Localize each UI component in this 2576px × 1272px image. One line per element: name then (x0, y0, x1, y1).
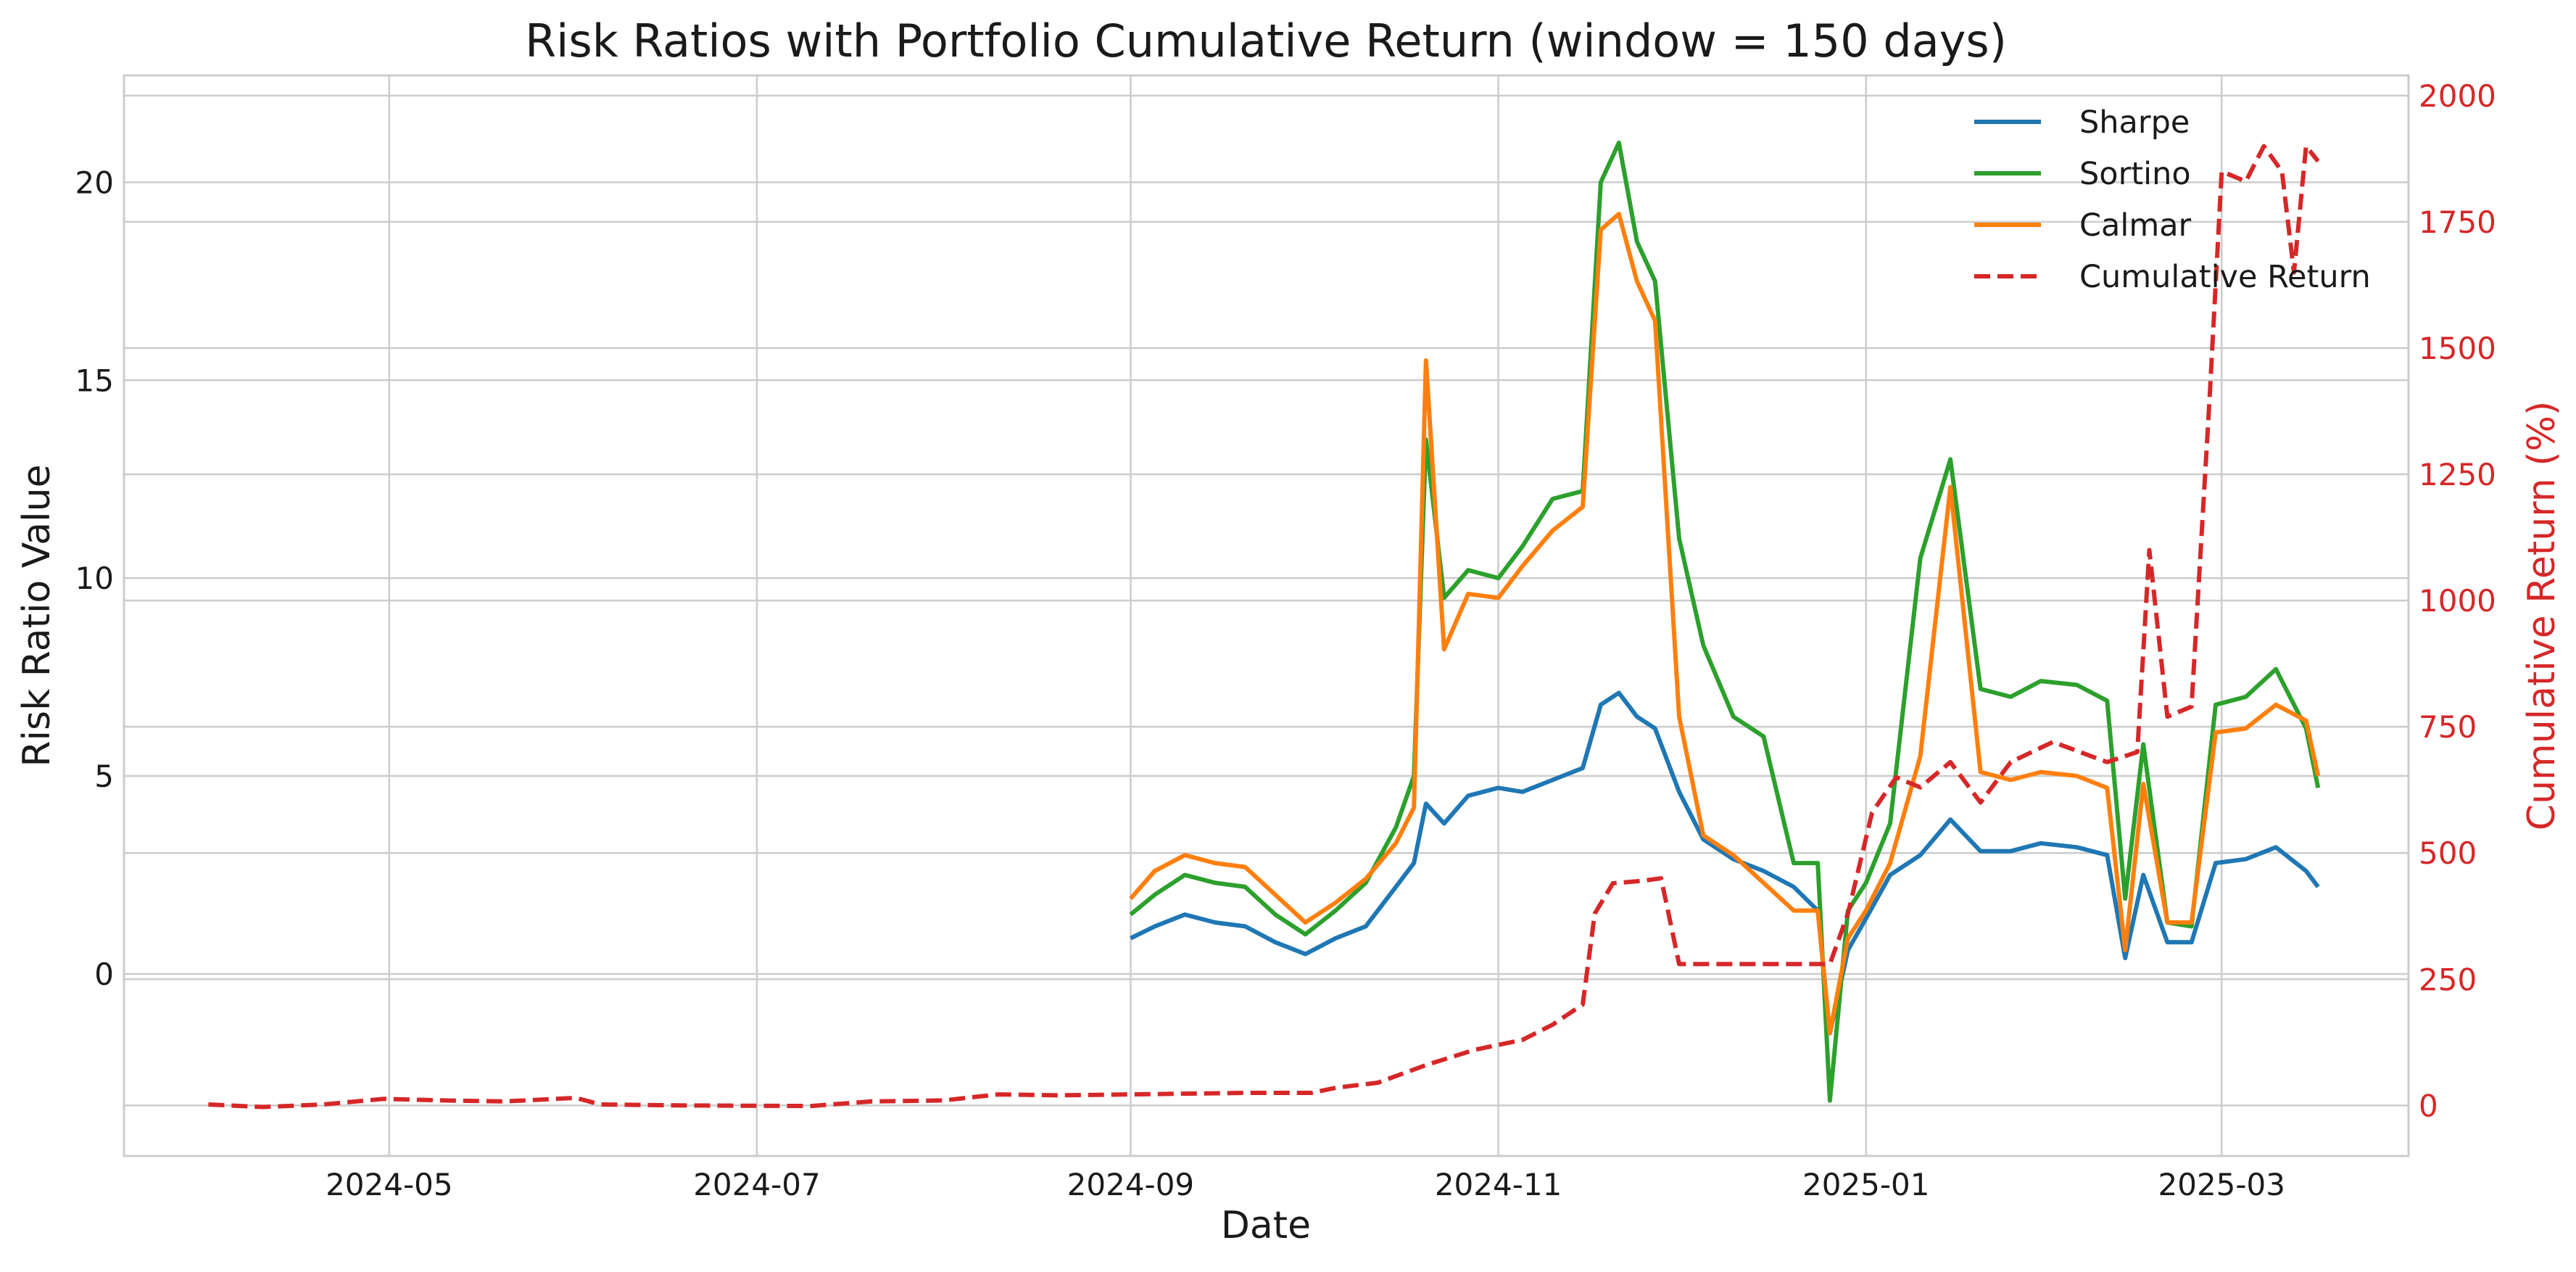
y2-tick-label: 500 (2419, 835, 2477, 871)
y2-tick-label: 1000 (2419, 583, 2496, 619)
grid-lines (124, 75, 2409, 1156)
series-lines (208, 140, 2321, 1110)
y-tick-label: 10 (75, 561, 114, 596)
legend-label-calmar: Calmar (2079, 207, 2192, 244)
y-tick-label: 0 (94, 957, 114, 992)
legend-label-sharpe: Sharpe (2079, 104, 2190, 141)
y2-tick-label: 0 (2419, 1088, 2438, 1123)
y2-axis-label: Cumulative Return (%) (2520, 401, 2564, 830)
y2-tick-label: 1750 (2419, 205, 2496, 240)
y-axis-label: Risk Ratio Value (15, 464, 59, 767)
plot-frame (123, 74, 2410, 1157)
x-tick-label: 2025-01 (1802, 1167, 1930, 1202)
y2-tick-label: 1500 (2419, 331, 2496, 366)
series-line-sharpe (1130, 690, 2320, 1036)
y-tick-label: 5 (94, 759, 114, 794)
y2-tick-label: 2000 (2419, 78, 2496, 114)
series-line-sortino (1129, 140, 2321, 1103)
x-tick-label: 2024-11 (1435, 1167, 1562, 1202)
y2-tick-label: 750 (2419, 709, 2477, 745)
x-tick-label: 2024-07 (693, 1167, 821, 1202)
x-axis-label: Date (1221, 1204, 1311, 1247)
y-tick-label: 15 (75, 363, 114, 398)
axis-ticks: 2024-05 2024-07 2024-09 2024-11 2025-01 2025-… (75, 78, 2496, 1202)
y-tick-label: 20 (75, 165, 114, 200)
x-tick-label: 2025-03 (2158, 1167, 2286, 1202)
chart-title: Risk Ratios with Portfolio Cumulative Re… (525, 15, 2007, 67)
y2-tick-label: 250 (2419, 962, 2477, 997)
series-line-calmar (1129, 212, 2321, 1036)
legend-label-sortino: Sortino (2079, 156, 2191, 192)
legend: Sharpe Sortino Calmar Cumulative Return (1974, 104, 2371, 295)
y2-tick-label: 1250 (2419, 457, 2496, 492)
x-tick-label: 2024-09 (1067, 1167, 1195, 1202)
series-line-cumulative-return (208, 144, 2320, 1110)
legend-label-cumulative-return: Cumulative Return (2079, 259, 2371, 295)
x-tick-label: 2024-05 (326, 1167, 453, 1202)
